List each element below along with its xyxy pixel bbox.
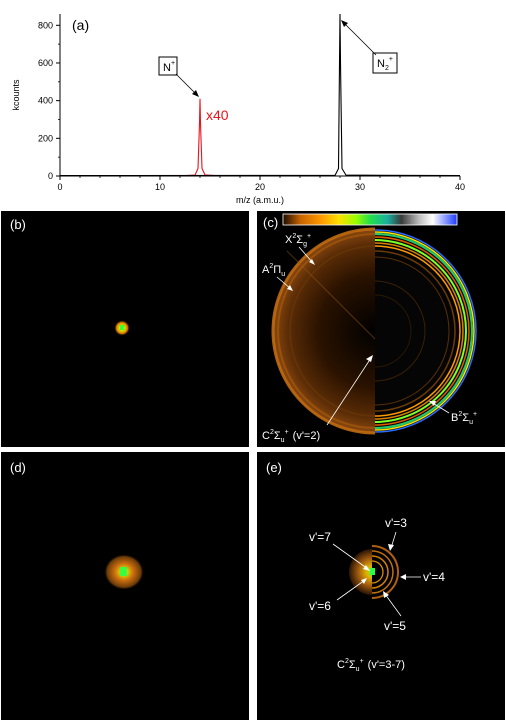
- v6-label: v'=6: [309, 599, 331, 613]
- x-tick-label: 40: [455, 182, 465, 192]
- svg-text:B2Σu+: B2Σu+: [451, 411, 477, 426]
- y-tick-label: 200: [38, 133, 53, 143]
- panel-b-spot: [114, 320, 130, 336]
- y-tick-label: 0: [48, 171, 53, 181]
- panel-b-label: (b): [10, 217, 26, 232]
- raw-image-half: [271, 227, 375, 435]
- x-tick-label: 30: [355, 182, 365, 192]
- panel-e-image: v'=7 v'=3 v'=4 v'=6 v'=5 C2Σu+ (v'=3-7) (…: [257, 452, 505, 720]
- x-tick-label: 20: [255, 182, 265, 192]
- svg-text:N2+: N2+: [377, 56, 393, 72]
- x-tick-label: 0: [57, 182, 62, 192]
- v4-label: v'=4: [423, 570, 445, 584]
- panel-a-label: (a): [72, 17, 89, 33]
- colorbar: [282, 213, 458, 226]
- y-tick-label: 800: [38, 20, 53, 30]
- scale-factor-label: x40: [206, 107, 229, 123]
- v3-label: v'=3: [385, 516, 407, 530]
- b-state-annotation: B2Σu+: [429, 401, 477, 426]
- panel-d-label: (d): [10, 460, 26, 475]
- y-tick-label: 600: [38, 58, 53, 68]
- v7-label: v'=7: [309, 530, 331, 544]
- inverted-image-half: [375, 229, 477, 433]
- c-state-v3-7-label: C2Σu+ (v'=3-7): [337, 658, 405, 673]
- n2-plus-annotation: N2+: [341, 20, 398, 74]
- panel-c-velocity-map: X2Σg+ A2Πu C2Σu+ (v'=2) B2Σu+: [262, 213, 477, 444]
- panel-c-image: X2Σg+ A2Πu C2Σu+ (v'=2) B2Σu+ (c): [257, 211, 505, 447]
- x-state-annotation: X2Σg+: [285, 233, 315, 265]
- panel-d-spot: [104, 554, 144, 590]
- a-state-annotation: A2Πu: [262, 263, 293, 291]
- x-axis-label: m/z (a.m.u.): [236, 195, 284, 205]
- y-tick-label: 400: [38, 96, 53, 106]
- n-plus-annotation: N+: [158, 56, 199, 97]
- c-state-annotation: C2Σu+ (v'=2): [262, 355, 373, 444]
- svg-text:N+: N+: [163, 60, 175, 74]
- panel-c-label: (c): [263, 215, 279, 230]
- series-n-plus: [185, 98, 216, 176]
- x-tick-label: 10: [155, 182, 165, 192]
- chart-series-layer: [60, 14, 460, 176]
- svg-text:X2Σg+: X2Σg+: [285, 233, 311, 248]
- series-n2-plus: [60, 14, 460, 176]
- panel-b-image: (b): [1, 211, 249, 447]
- svg-text:C2Σu+(v'=2): C2Σu+ (v'=2): [262, 429, 320, 444]
- v5-label: v'=5: [384, 619, 406, 633]
- panel-d-image: (d): [1, 452, 249, 720]
- y-axis-label: kcounts: [11, 79, 21, 111]
- svg-text:A2Πu: A2Πu: [262, 263, 285, 278]
- panel-e-label: (e): [266, 460, 282, 475]
- panel-e-velocity-map: v'=7 v'=3 v'=4 v'=6 v'=5 C2Σu+ (v'=3-7): [309, 516, 445, 673]
